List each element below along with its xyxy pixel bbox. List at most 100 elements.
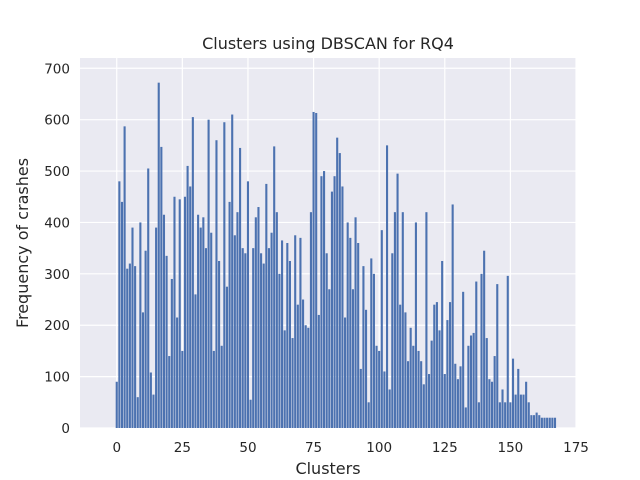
bar (136, 397, 139, 428)
bar (388, 389, 391, 428)
bar (551, 417, 554, 428)
bar (183, 196, 187, 428)
x-tick-label: 175 (563, 440, 589, 456)
bar (380, 230, 383, 428)
bar (349, 237, 352, 428)
bar (278, 273, 281, 428)
bar (443, 374, 446, 428)
bar (275, 212, 278, 428)
bar (417, 350, 420, 428)
x-tick-label: 0 (112, 440, 121, 456)
bar (139, 222, 142, 428)
bar (511, 358, 515, 429)
bar (191, 117, 194, 428)
bar (393, 212, 396, 428)
bar (315, 112, 318, 429)
bar (509, 402, 512, 428)
bar (504, 402, 507, 428)
bar (396, 173, 399, 429)
bar (270, 232, 273, 428)
bar (241, 248, 244, 428)
bar (204, 248, 208, 428)
bar (286, 243, 289, 428)
bar (267, 248, 270, 428)
bar (220, 345, 223, 428)
bar (296, 304, 299, 428)
bar (330, 191, 333, 428)
bar (404, 312, 407, 429)
y-tick-label: 100 (44, 370, 70, 386)
bar (522, 394, 525, 428)
x-tick-label: 125 (432, 440, 458, 456)
bar (344, 317, 347, 428)
bar (514, 394, 517, 428)
bar (372, 273, 375, 428)
chart-title: Clusters using DBSCAN for RQ4 (202, 34, 454, 53)
bar (546, 417, 549, 428)
bar (519, 394, 522, 428)
bar (207, 119, 210, 429)
bar (231, 114, 234, 428)
bar (517, 368, 520, 428)
bar (131, 227, 134, 428)
bar (532, 415, 536, 428)
bar (459, 366, 462, 428)
bar (412, 345, 415, 428)
bar (134, 266, 137, 429)
bar (257, 207, 260, 428)
bar (383, 371, 386, 428)
bar (336, 137, 339, 428)
bar (317, 314, 320, 428)
bar (260, 253, 263, 428)
bar (212, 350, 215, 428)
bar (427, 374, 431, 428)
bar (160, 146, 163, 428)
bar (454, 363, 457, 428)
bar (391, 253, 394, 428)
bar (228, 201, 231, 428)
bar (194, 294, 197, 428)
bar (246, 181, 250, 428)
bar (346, 222, 349, 428)
bar (189, 186, 192, 428)
y-tick-label: 300 (44, 267, 70, 283)
bar (448, 302, 452, 428)
bar (309, 212, 312, 428)
bar (197, 214, 200, 428)
bar (367, 402, 370, 428)
bar (239, 147, 242, 428)
bar (543, 417, 546, 428)
bar (128, 263, 131, 428)
bar (422, 384, 425, 428)
bar (254, 217, 257, 428)
bar (540, 417, 543, 428)
bar (354, 217, 357, 428)
bar (178, 199, 181, 428)
bar (236, 212, 239, 428)
bar (501, 389, 504, 428)
grid-lines (80, 58, 577, 429)
bar (496, 284, 499, 428)
bar (265, 183, 268, 428)
bar (341, 186, 344, 428)
bar (414, 222, 417, 428)
bar (464, 407, 467, 428)
bar (162, 214, 166, 428)
bar (299, 237, 302, 428)
bar (244, 253, 247, 428)
bars (115, 82, 557, 429)
bar (173, 196, 176, 428)
x-tick-label: 75 (305, 440, 322, 456)
x-tick-label: 100 (366, 440, 392, 456)
bar (351, 289, 354, 428)
bar (488, 379, 491, 428)
bar (409, 327, 412, 428)
bar (480, 273, 483, 428)
bar (462, 291, 465, 428)
y-tick-label: 700 (44, 61, 70, 77)
y-tick-label: 0 (61, 421, 70, 437)
y-axis-label: Frequency of crashes (13, 158, 32, 328)
bar (451, 204, 454, 428)
bar (291, 338, 294, 428)
bar (469, 335, 473, 428)
